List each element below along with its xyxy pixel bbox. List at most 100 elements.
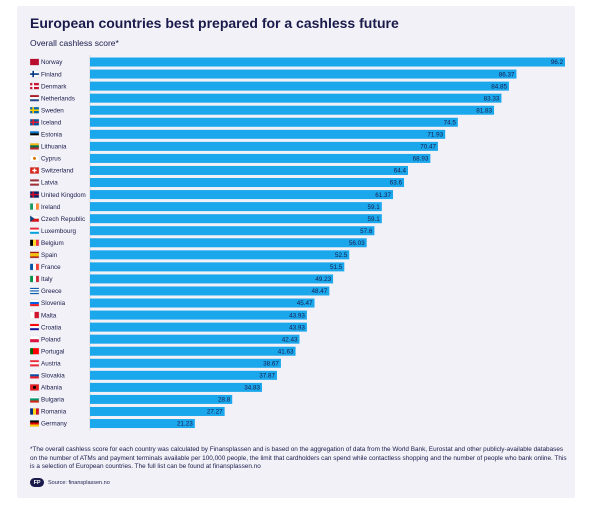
slovakia-flag-icon [29,371,40,379]
portugal-flag-icon [29,347,40,355]
value-label: 45.47 [297,300,313,307]
value-label: 34.83 [244,385,260,392]
bar-row: Italy 49.23 [29,274,334,284]
bar [90,129,446,139]
category-label: Slovenia [41,300,66,307]
greece-flag-icon [29,287,40,295]
bar [90,153,431,163]
slovenia-flag-icon [29,299,40,307]
bar [90,334,300,344]
bar [90,274,334,284]
romania-flag-icon [29,408,40,415]
category-label: Greece [41,288,62,295]
finansplassen-logo-icon: FP [30,478,44,487]
category-label: Luxembourg [41,228,77,235]
bar [90,214,382,224]
category-label: Slovakia [41,373,65,380]
category-label: United Kingdom [41,192,86,199]
value-label: 42.43 [282,336,298,343]
category-label: Ireland [41,204,61,211]
value-label: 61.37 [375,192,391,199]
bar [90,406,225,416]
bar-row: Denmark 84.85 [29,81,509,91]
sweden-flag-icon [29,106,40,114]
bar [90,105,495,115]
bar [90,69,517,79]
bar-row: Croatia 43.93 [29,322,307,332]
bar-row: Netherlands 83.33 [29,93,502,103]
value-label: 41.63 [278,348,294,355]
category-label: Belgium [41,240,64,247]
value-label: 28.8 [218,397,231,404]
bar-row: Belgium 56.03 [29,238,367,248]
bar [90,382,262,392]
category-label: Estonia [41,132,63,139]
albania-flag-icon [29,384,40,391]
category-label: Netherlands [41,95,75,102]
value-label: 49.23 [315,276,331,283]
value-label: 59.1 [368,216,381,223]
bar-row: Iceland 74.5 [29,117,458,127]
bar-row: Spain 52.5 [29,250,350,260]
bar-row: Czech Republic 59.1 [29,214,382,224]
bar [90,358,281,368]
value-label: 59.1 [368,204,381,211]
value-label: 68.93 [413,156,429,163]
category-label: France [41,264,61,271]
value-label: 71.93 [427,132,443,139]
value-label: 27.27 [207,409,223,416]
bar-row: Germany 21.23 [29,419,195,429]
bar-row: Latvia 63.6 [29,178,405,188]
bar [90,286,330,296]
spain-flag-icon [29,251,40,259]
value-label: 21.23 [177,421,193,428]
value-label: 86.37 [499,71,515,78]
value-label: 64.4 [394,168,407,175]
category-label: Germany [41,421,68,428]
bar-row: Finland 86.37 [29,69,517,79]
bar-row: Poland 42.43 [29,334,300,344]
category-label: Spain [41,252,58,259]
finland-flag-icon [29,70,40,78]
croatia-flag-icon [29,323,40,331]
malta-flag-icon [29,311,40,319]
poland-flag-icon [29,335,40,343]
bulgaria-flag-icon [29,396,40,403]
bar [90,117,458,127]
bar-row: Norway 96.2 [29,57,565,67]
austria-flag-icon [29,359,40,367]
value-label: 84.85 [491,83,507,90]
value-label: 81.83 [476,107,492,114]
belgium-flag-icon [29,239,40,247]
value-label: 96.2 [551,59,564,66]
value-label: 56.03 [349,240,365,247]
germany-flag-icon [29,420,40,427]
bar [90,419,195,429]
estonia-flag-icon [29,130,40,138]
value-label: 37.87 [259,373,275,380]
bar [90,93,502,103]
category-label: Finland [41,71,62,78]
bar [90,226,375,236]
denmark-flag-icon [29,82,40,90]
category-label: Sweden [41,107,64,114]
france-flag-icon [29,263,40,271]
chart-subtitle: Overall cashless score* [30,38,119,48]
value-label: 48.47 [312,288,328,295]
category-label: Norway [41,59,63,66]
united-kingdom-flag-icon [29,191,40,198]
source-text: Source: finansplassen.no [48,479,110,486]
bar-row: France 51.5 [29,262,345,272]
latvia-flag-icon [29,179,40,186]
iceland-flag-icon [29,118,40,126]
bar [90,178,405,188]
bar [90,141,438,151]
bar [90,202,382,212]
bar-row: Lithuania 70.47 [29,141,438,151]
bar-row: Albania 34.83 [29,382,262,392]
value-label: 51.5 [330,264,343,271]
category-label: Bulgaria [41,397,65,404]
category-label: Cyprus [41,156,61,163]
ireland-flag-icon [29,203,40,210]
